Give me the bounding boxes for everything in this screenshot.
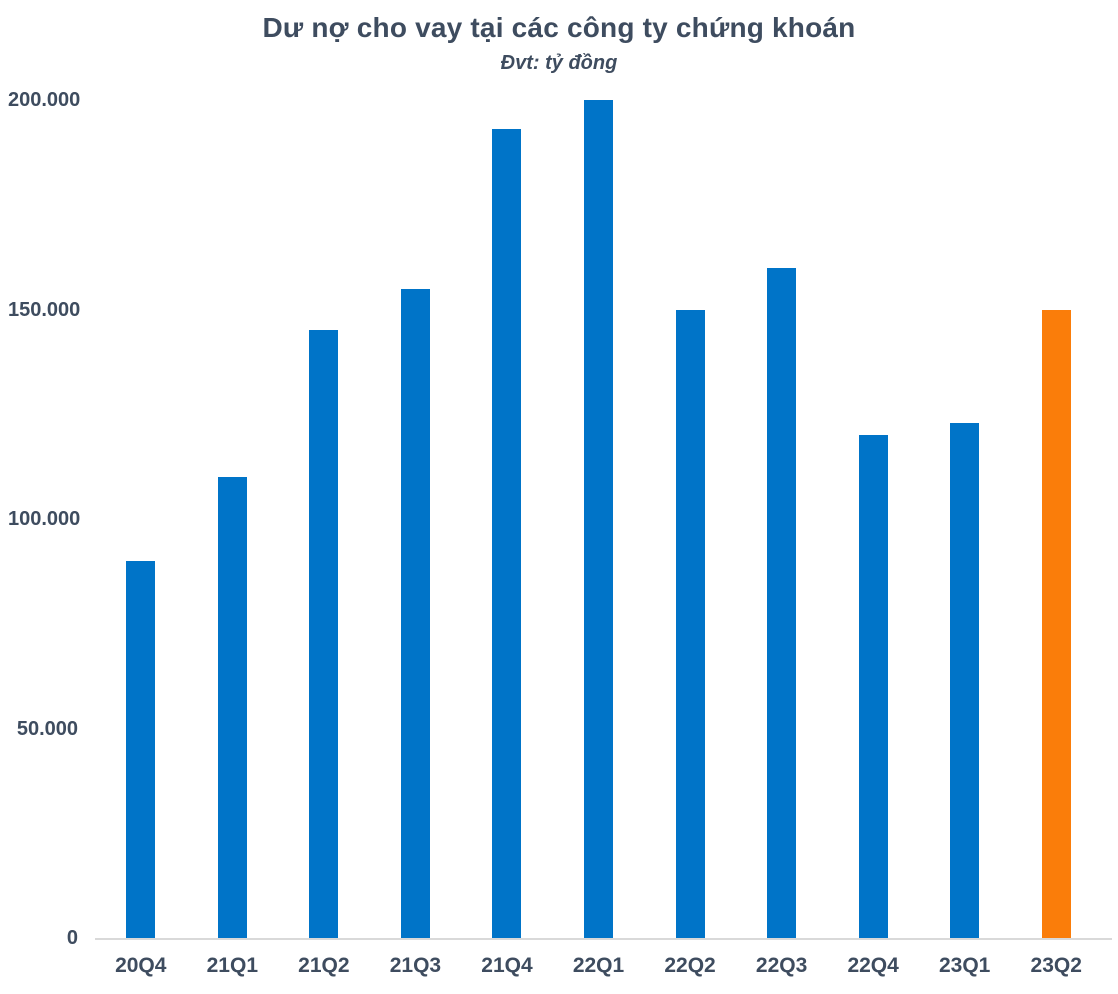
chart-title: Dư nợ cho vay tại các công ty chứng khoá… (262, 12, 856, 43)
y-tick-label-50.000: 50.000 (16, 717, 78, 740)
bar-23Q2 (1041, 309, 1071, 938)
x-tick-label-22Q3: 22Q3 (755, 954, 808, 977)
x-tick-label-20Q4: 20Q4 (115, 954, 167, 977)
x-tick-label-21Q1: 21Q1 (206, 954, 258, 977)
bar-23Q1 (950, 422, 980, 938)
x-tick-label-21Q4: 21Q4 (481, 954, 533, 977)
bar-20Q4 (126, 560, 156, 938)
y-tick-label-0: 0 (66, 927, 78, 949)
x-tick-label-23Q1: 23Q1 (938, 954, 991, 977)
bar-22Q4 (858, 435, 888, 938)
chart-subtitle: Đvt: tỷ đồng (500, 52, 618, 74)
bar-21Q1 (217, 477, 247, 938)
y-tick-label-100.000: 100.000 (8, 508, 81, 530)
x-tick-label-23Q2: 23Q2 (1030, 954, 1082, 977)
x-axis-line (95, 938, 1112, 940)
bar-22Q3 (767, 267, 797, 938)
x-tick-label-22Q1: 22Q1 (572, 954, 625, 977)
bar-22Q2 (675, 309, 705, 938)
x-tick-label-21Q2: 21Q2 (298, 954, 350, 977)
x-tick-label-21Q3: 21Q3 (389, 954, 442, 977)
bar-21Q2 (309, 330, 339, 938)
bar-22Q1 (584, 100, 613, 938)
x-tick-label-22Q2: 22Q2 (664, 954, 716, 977)
bar-21Q3 (400, 288, 430, 938)
bar-21Q4 (492, 129, 522, 938)
y-tick-label-150.000: 150.000 (8, 298, 81, 321)
y-tick-label-200.000: 200.000 (8, 89, 81, 111)
x-tick-label-22Q4: 22Q4 (847, 954, 899, 977)
